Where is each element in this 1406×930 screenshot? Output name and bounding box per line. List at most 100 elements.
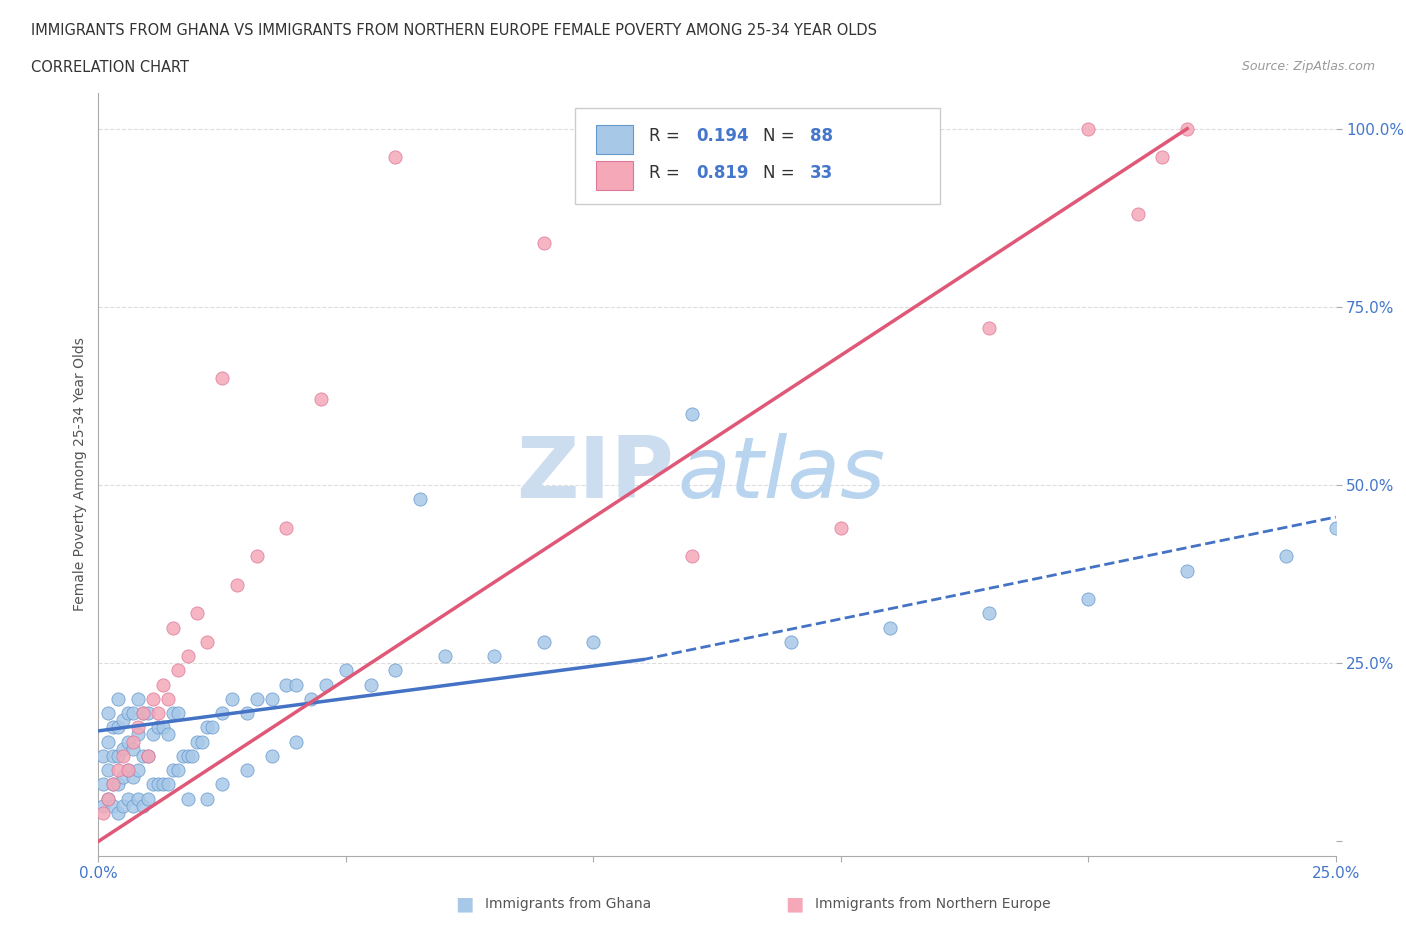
Point (107, 777, 129, 791)
Point (132, 798, 155, 813)
Point (146, 777, 169, 791)
Point (166, 706, 188, 721)
Point (132, 706, 155, 721)
Point (97, 763, 120, 777)
Point (201, 720, 224, 735)
Text: 33: 33 (810, 164, 834, 182)
Point (276, 520, 298, 535)
Point (176, 648, 198, 663)
Point (162, 706, 184, 721)
Point (260, 749, 283, 764)
Point (162, 763, 184, 777)
Point (117, 763, 139, 777)
Point (136, 706, 159, 721)
Point (195, 720, 218, 735)
Point (162, 620, 184, 635)
Point (122, 741, 145, 756)
Point (299, 691, 322, 706)
Point (107, 691, 129, 706)
Point (285, 734, 308, 749)
Point (166, 663, 188, 678)
FancyBboxPatch shape (575, 108, 939, 204)
Point (186, 734, 208, 749)
Point (211, 371, 233, 386)
Point (112, 798, 135, 813)
Point (176, 749, 198, 764)
Point (533, 235, 555, 250)
Point (103, 798, 125, 813)
Point (195, 634, 218, 649)
Point (315, 677, 337, 692)
Text: N =: N = (763, 164, 800, 182)
Point (152, 777, 174, 791)
Point (166, 763, 188, 777)
Point (211, 706, 233, 721)
Text: CORRELATION CHART: CORRELATION CHART (31, 60, 188, 75)
Point (681, 549, 703, 564)
Text: 0.819: 0.819 (696, 164, 748, 182)
Point (103, 749, 125, 764)
Text: R =: R = (650, 164, 685, 182)
Point (142, 727, 165, 742)
Point (172, 749, 194, 764)
Text: 0.194: 0.194 (696, 127, 748, 145)
Point (107, 720, 129, 735)
Text: N =: N = (763, 127, 800, 145)
Text: atlas: atlas (678, 432, 886, 516)
Point (127, 727, 149, 742)
Point (132, 706, 155, 721)
Point (127, 791, 149, 806)
Point (433, 648, 456, 663)
FancyBboxPatch shape (596, 125, 633, 154)
Point (122, 734, 145, 749)
Point (122, 770, 145, 785)
Point (1175, 563, 1198, 578)
Point (226, 578, 249, 592)
Point (117, 763, 139, 777)
Text: ■: ■ (785, 895, 804, 913)
Point (146, 720, 169, 735)
Point (384, 150, 406, 165)
Point (246, 691, 269, 706)
Text: ZIP: ZIP (516, 432, 673, 516)
Point (107, 805, 129, 820)
Point (93, 798, 115, 813)
Point (122, 798, 145, 813)
Point (93, 777, 115, 791)
Point (127, 720, 149, 735)
Point (582, 634, 605, 649)
Point (360, 677, 382, 692)
Y-axis label: Female Poverty Among 25-34 Year Olds: Female Poverty Among 25-34 Year Olds (73, 338, 87, 611)
Point (1275, 549, 1298, 564)
Point (112, 770, 135, 785)
Point (879, 620, 901, 635)
Point (409, 492, 432, 507)
Point (246, 549, 269, 564)
Point (484, 648, 506, 663)
Text: Immigrants from Northern Europe: Immigrants from Northern Europe (815, 897, 1052, 911)
Point (335, 663, 357, 678)
Point (103, 777, 125, 791)
Point (136, 749, 159, 764)
Point (830, 520, 852, 535)
Point (195, 791, 218, 806)
Point (107, 763, 129, 777)
Point (260, 691, 283, 706)
Point (236, 706, 259, 721)
Point (132, 749, 155, 764)
Point (1126, 206, 1149, 221)
Point (1077, 121, 1099, 136)
Point (97, 791, 120, 806)
Point (221, 691, 243, 706)
Point (181, 749, 204, 764)
Point (780, 634, 803, 649)
Point (127, 691, 149, 706)
Text: IMMIGRANTS FROM GHANA VS IMMIGRANTS FROM NORTHERN EUROPE FEMALE POVERTY AMONG 25: IMMIGRANTS FROM GHANA VS IMMIGRANTS FROM… (31, 23, 877, 38)
Text: ■: ■ (454, 895, 474, 913)
Point (176, 791, 198, 806)
Point (1324, 520, 1347, 535)
Text: R =: R = (650, 127, 685, 145)
Point (117, 706, 139, 721)
Point (103, 720, 125, 735)
Point (156, 777, 179, 791)
